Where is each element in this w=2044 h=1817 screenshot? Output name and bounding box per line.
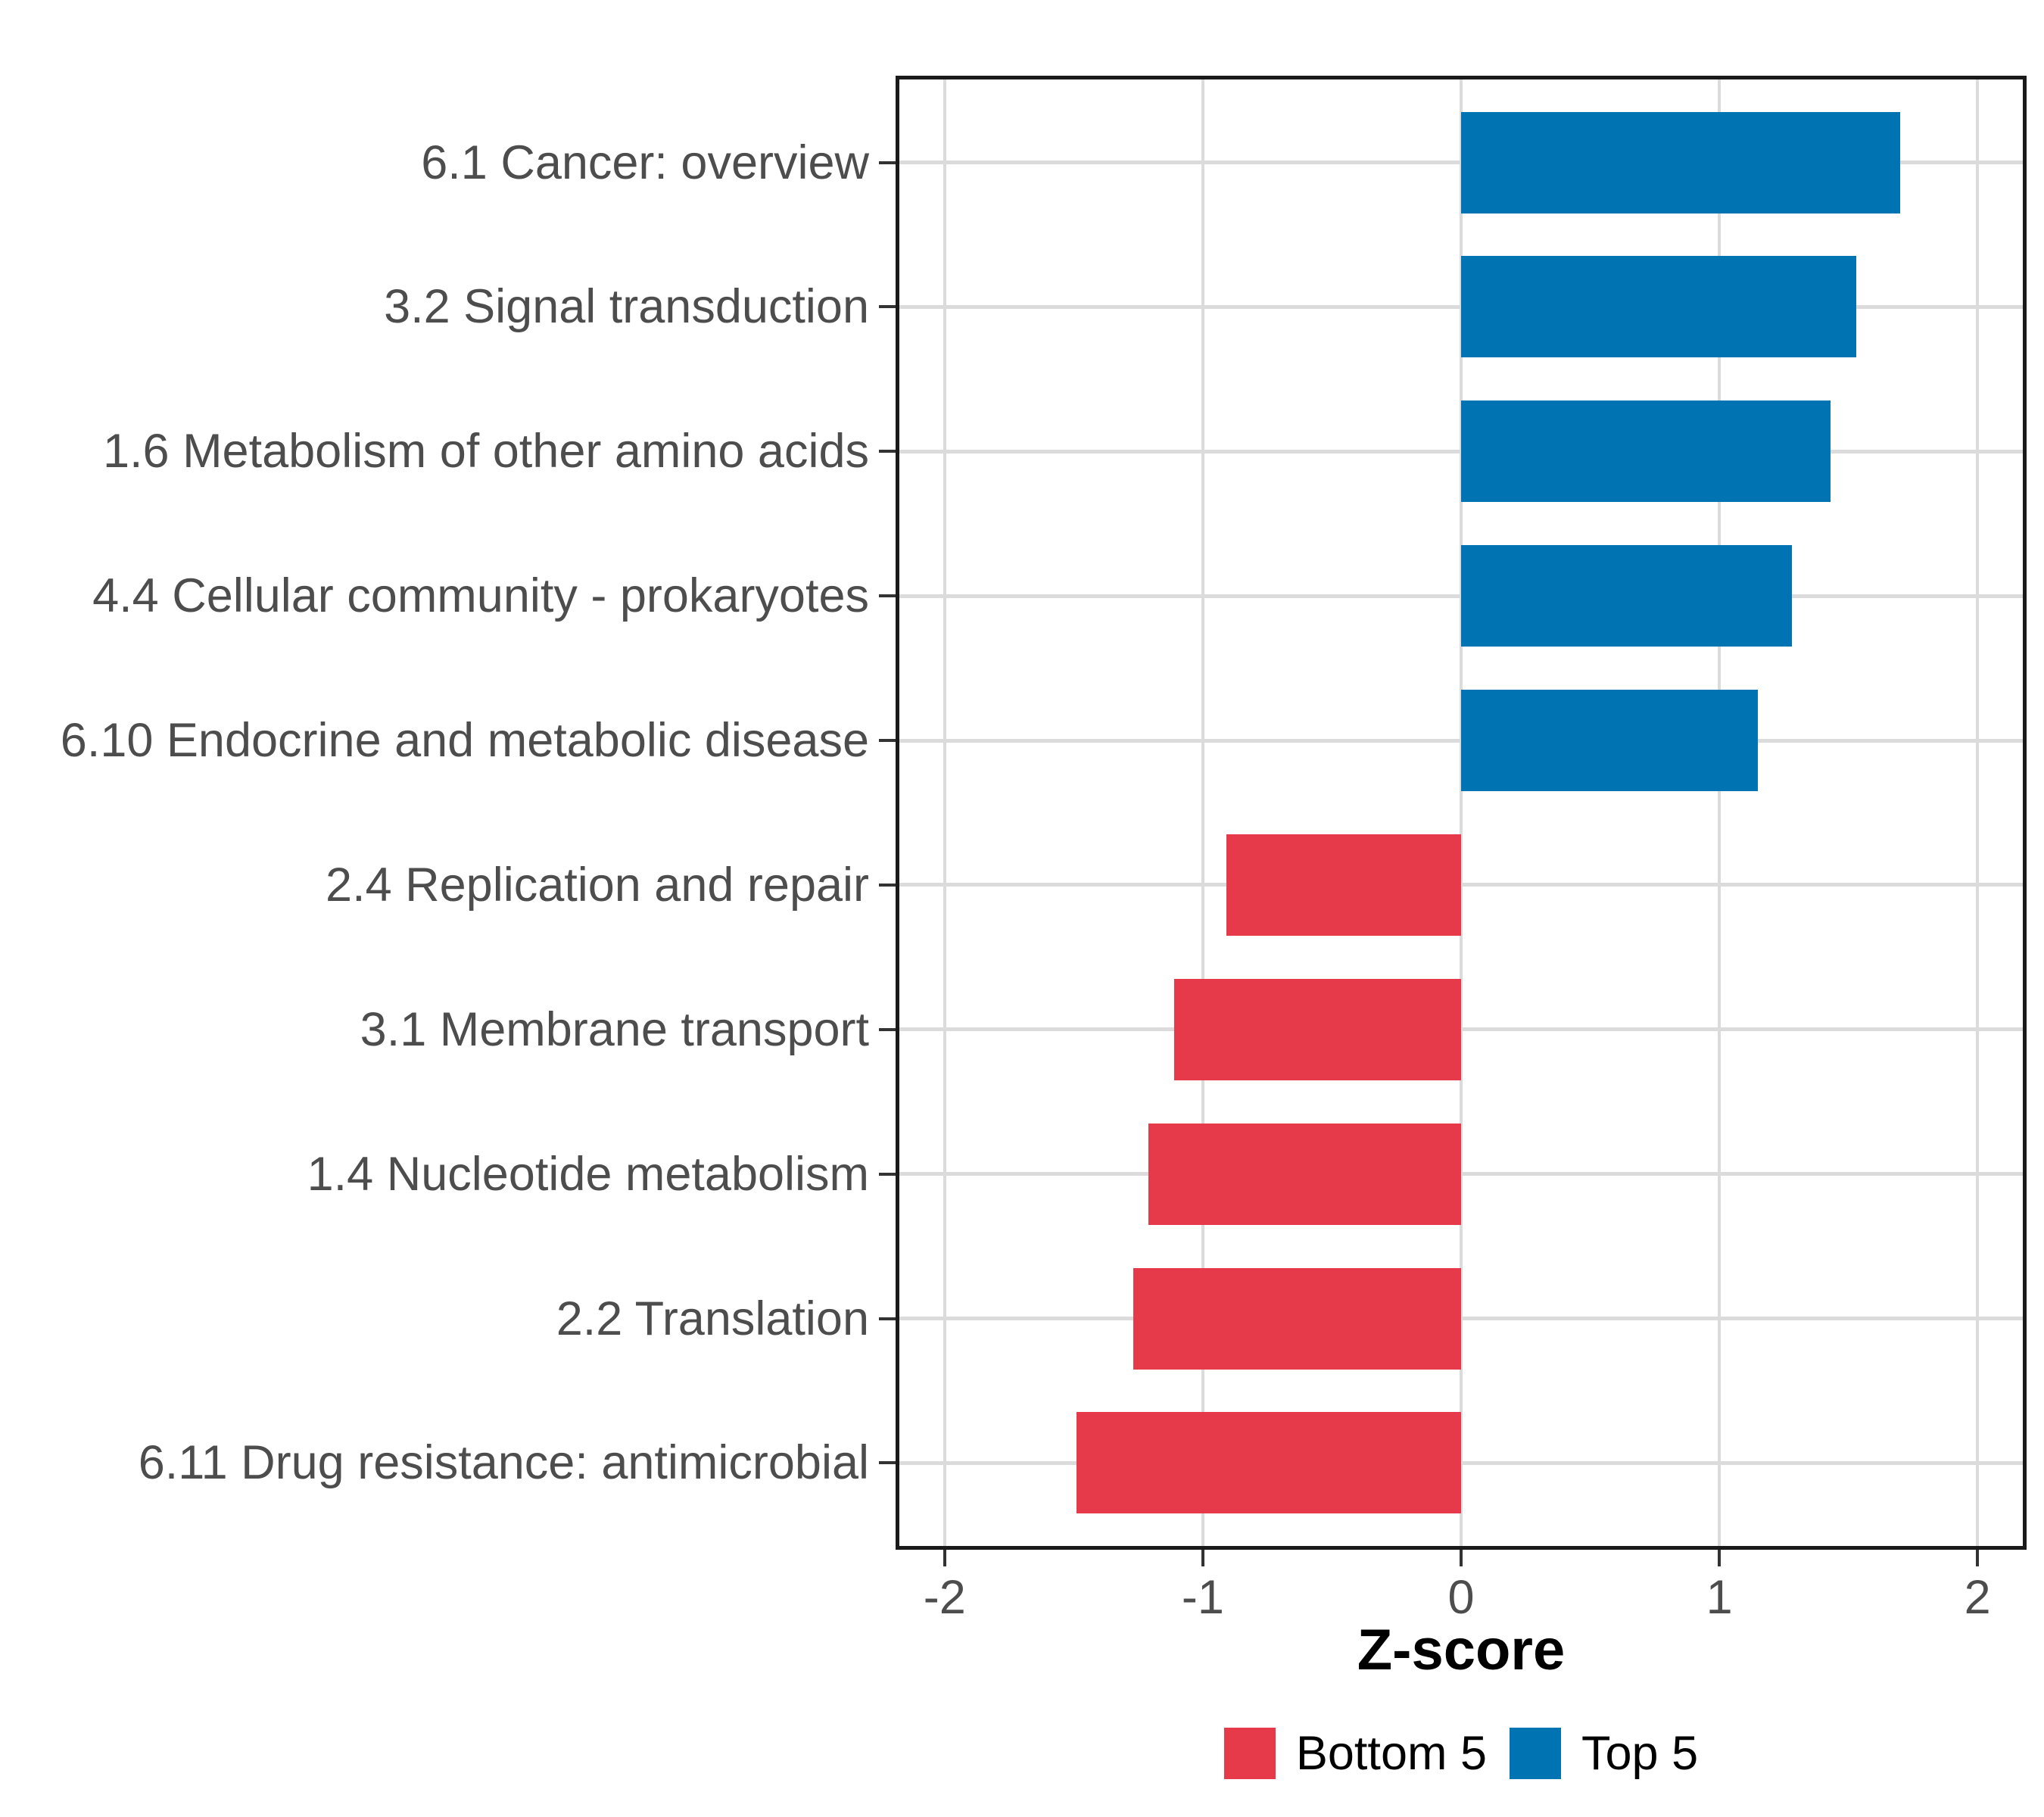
- y-axis-label: 4.4 Cellular community - prokaryotes: [92, 569, 869, 623]
- x-tick: [1460, 1550, 1463, 1566]
- v-gridline: [1201, 76, 1204, 1550]
- bar: [1076, 1412, 1461, 1514]
- x-tick-label: -1: [1181, 1571, 1224, 1624]
- x-tick: [1976, 1550, 1980, 1566]
- v-gridline: [1718, 76, 1722, 1550]
- x-tick-label: 1: [1706, 1571, 1733, 1624]
- bar: [1174, 978, 1461, 1080]
- x-axis-title: Z-score: [1357, 1618, 1566, 1682]
- legend-item: Bottom 5: [1223, 1727, 1487, 1780]
- y-axis-label: 6.11 Drug resistance: antimicrobial: [138, 1436, 869, 1490]
- bar: [1461, 400, 1831, 503]
- y-axis-label: 3.2 Signal transduction: [384, 280, 869, 334]
- y-axis-label: 1.4 Nucleotide metabolism: [307, 1147, 869, 1201]
- bar: [1461, 111, 1900, 213]
- x-tick-label: 0: [1447, 1571, 1475, 1624]
- x-tick: [1201, 1550, 1204, 1566]
- y-axis-label: 6.1 Cancer: overview: [421, 136, 869, 189]
- x-tick: [943, 1550, 946, 1566]
- y-axis-label: 6.10 Endocrine and metabolic disease: [60, 714, 869, 768]
- legend-label: Bottom 5: [1295, 1727, 1487, 1780]
- y-axis-label: 2.4 Replication and repair: [326, 858, 869, 912]
- y-tick: [879, 739, 896, 743]
- y-tick: [879, 1317, 896, 1320]
- y-tick: [879, 161, 896, 164]
- h-gridline: [896, 1027, 2027, 1032]
- legend: Bottom 5 Top 5: [896, 1726, 2027, 1781]
- bar: [1461, 256, 1856, 358]
- bar: [1461, 545, 1792, 647]
- y-tick: [879, 1461, 896, 1465]
- v-gridline: [1976, 76, 1980, 1550]
- bar: [1226, 834, 1461, 936]
- y-tick: [879, 1027, 896, 1031]
- bar: [1461, 690, 1759, 792]
- h-gridline: [896, 883, 2027, 887]
- x-tick-label: 2: [1964, 1571, 1991, 1624]
- bar: [1148, 1123, 1461, 1225]
- v-gridline: [1460, 76, 1463, 1550]
- bar: [1133, 1267, 1461, 1370]
- v-gridline: [943, 76, 946, 1550]
- y-tick: [879, 305, 896, 309]
- h-gridline: [896, 1317, 2027, 1321]
- legend-item: Top 5: [1510, 1727, 1698, 1780]
- x-tick-label: -2: [923, 1571, 966, 1624]
- y-axis-label: 2.2 Translation: [556, 1292, 869, 1345]
- h-gridline: [896, 1172, 2027, 1177]
- h-gridline: [896, 1460, 2027, 1465]
- y-tick: [879, 883, 896, 887]
- legend-swatch: [1510, 1728, 1561, 1779]
- legend-swatch: [1223, 1728, 1276, 1779]
- legend-label: Top 5: [1581, 1727, 1699, 1780]
- y-tick: [879, 1172, 896, 1176]
- y-tick: [879, 594, 896, 598]
- y-axis-label: 3.1 Membrane transport: [360, 1002, 869, 1056]
- x-tick: [1718, 1550, 1722, 1566]
- y-axis-label: 1.6 Metabolism of other amino acids: [103, 425, 869, 478]
- y-tick: [879, 450, 896, 453]
